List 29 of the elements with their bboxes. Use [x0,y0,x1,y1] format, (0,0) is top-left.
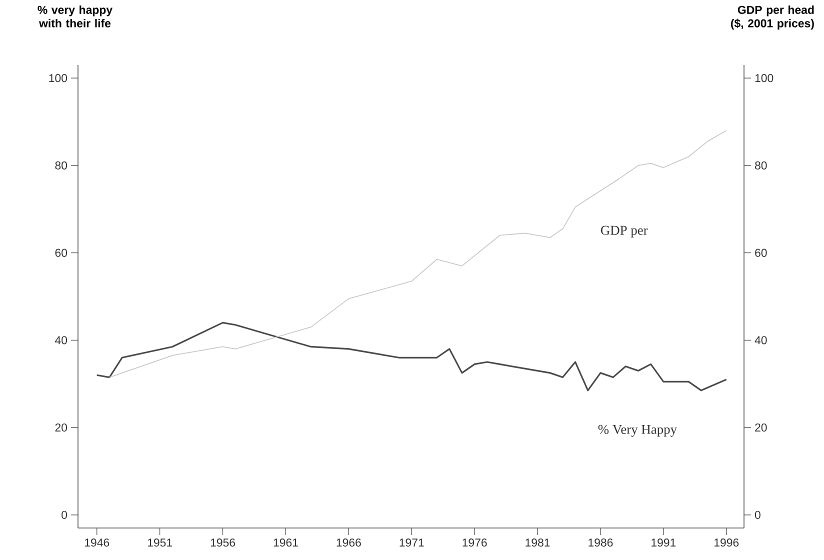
annotation: GDP per [600,226,648,238]
x-tick-label: 1991 [652,538,676,547]
y-tick-label: 20 [55,423,68,432]
x-tick-label: 1946 [85,538,110,547]
x-tick-label: 1996 [714,538,739,547]
y2-tick-label: 0 [754,510,760,519]
x-tick-label: 1951 [148,538,172,547]
y-tick-label: 80 [55,161,68,170]
y2-tick-label: 80 [755,161,767,170]
x-tick-label: 1981 [526,538,550,547]
y-tick-label: 100 [49,74,68,82]
y-tick-label: 40 [55,336,68,344]
y-tick-label: 60 [55,248,68,257]
x-tick-label: 1976 [462,538,487,547]
annotation: % Very Happy [598,424,677,437]
x-tick-label: 1971 [400,538,424,547]
line-series [96,322,728,392]
x-tick-label: 1966 [336,538,361,547]
y2-tick-label: 60 [755,248,767,257]
x-tick-label: 1956 [210,538,236,547]
y-axis-title: % very happy with their life [38,6,112,28]
line-series [109,130,727,378]
x-tick-label: 1986 [588,538,613,547]
y-tick-label: 0 [62,510,68,519]
y2-tick-label: 40 [754,336,767,344]
y2-axis-title: GDP per head ($, 2001 prices) [731,6,814,30]
y2-tick-label: 20 [755,423,767,432]
x-tick-label: 1961 [274,538,298,547]
y2-tick-label: 100 [755,74,774,82]
